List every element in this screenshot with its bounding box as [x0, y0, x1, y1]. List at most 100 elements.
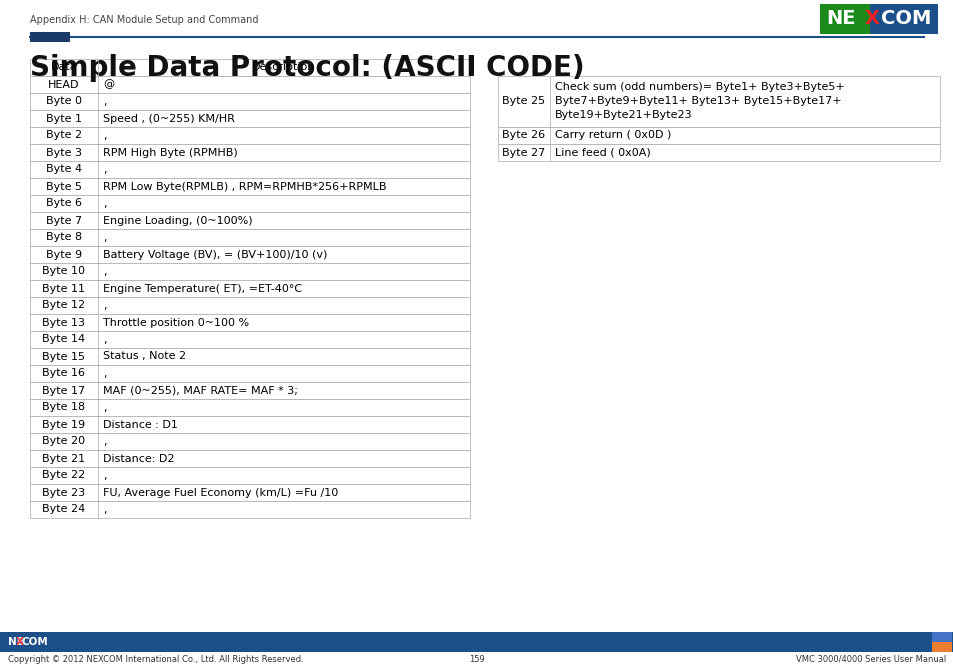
Text: MAF (0~255), MAF RATE= MAF * 3;: MAF (0~255), MAF RATE= MAF * 3; — [103, 386, 297, 396]
Text: Copyright © 2012 NEXCOM International Co., Ltd. All Rights Reserved.: Copyright © 2012 NEXCOM International Co… — [8, 655, 303, 663]
Text: X: X — [16, 637, 24, 647]
Text: RPM Low Byte(RPMLB) , RPM=RPMHB*256+RPMLB: RPM Low Byte(RPMLB) , RPM=RPMHB*256+RPML… — [103, 181, 386, 192]
Text: Byte 4: Byte 4 — [46, 165, 82, 175]
Text: HEAD: HEAD — [49, 79, 80, 89]
Text: ,: , — [103, 403, 107, 413]
Bar — [30, 93, 470, 110]
Text: COM: COM — [880, 9, 930, 28]
Bar — [30, 59, 470, 76]
Text: VMC 3000/4000 Series User Manual: VMC 3000/4000 Series User Manual — [795, 655, 945, 663]
Bar — [30, 263, 470, 280]
Text: Description: Description — [252, 62, 315, 73]
Bar — [30, 331, 470, 348]
Text: Byte 18: Byte 18 — [42, 403, 86, 413]
Text: Byte 10: Byte 10 — [43, 267, 86, 276]
Bar — [30, 501, 470, 518]
Text: Engine Temperature( ET), =ET-40°C: Engine Temperature( ET), =ET-40°C — [103, 284, 302, 294]
Bar — [30, 195, 470, 212]
Text: Distance : D1: Distance : D1 — [103, 419, 177, 429]
Text: Byte 26: Byte 26 — [502, 130, 545, 140]
Text: 159: 159 — [469, 655, 484, 663]
Text: Byte 2: Byte 2 — [46, 130, 82, 140]
Text: Battery Voltage (BV), = (BV+100)/10 (v): Battery Voltage (BV), = (BV+100)/10 (v) — [103, 249, 327, 259]
Text: Byte 6: Byte 6 — [46, 198, 82, 208]
Text: FU, Average Fuel Economy (km/L) =Fu /10: FU, Average Fuel Economy (km/L) =Fu /10 — [103, 487, 338, 497]
Text: Byte 19: Byte 19 — [42, 419, 86, 429]
Bar — [931, 632, 941, 642]
Bar — [30, 348, 470, 365]
Text: ,: , — [103, 505, 107, 515]
Text: ,: , — [103, 130, 107, 140]
Text: Byte 8: Byte 8 — [46, 233, 82, 243]
Text: Distance: D2: Distance: D2 — [103, 454, 174, 464]
Text: Carry return ( 0x0D ): Carry return ( 0x0D ) — [555, 130, 671, 140]
Text: ,: , — [103, 233, 107, 243]
Text: RPM High Byte (RPMHB): RPM High Byte (RPMHB) — [103, 147, 237, 157]
Bar — [30, 32, 70, 42]
Text: Byte 7: Byte 7 — [46, 216, 82, 226]
Text: ,: , — [103, 470, 107, 480]
Bar — [30, 365, 470, 382]
Bar — [30, 161, 470, 178]
Text: Byte 16: Byte 16 — [43, 368, 86, 378]
Text: Line feed ( 0x0A): Line feed ( 0x0A) — [555, 147, 650, 157]
Text: Byte 13: Byte 13 — [43, 317, 86, 327]
Text: Status , Note 2: Status , Note 2 — [103, 351, 186, 362]
Bar — [30, 467, 470, 484]
Bar — [30, 212, 470, 229]
Bar — [941, 642, 951, 652]
Bar — [497, 144, 939, 161]
Bar — [931, 642, 941, 652]
Bar — [30, 229, 470, 246]
Text: COM: COM — [22, 637, 49, 647]
Bar — [497, 127, 939, 144]
Bar — [497, 76, 939, 127]
Text: Check sum (odd numbers)= Byte1+ Byte3+Byte5+
Byte7+Byte9+Byte11+ Byte13+ Byte15+: Check sum (odd numbers)= Byte1+ Byte3+By… — [555, 83, 843, 120]
Bar — [30, 450, 470, 467]
Bar — [30, 246, 470, 263]
Bar — [30, 127, 470, 144]
Text: Byte 0: Byte 0 — [46, 97, 82, 106]
Bar — [941, 632, 951, 642]
Text: ,: , — [103, 267, 107, 276]
Text: Byte 14: Byte 14 — [42, 335, 86, 345]
Text: ,: , — [103, 97, 107, 106]
Text: Byte 11: Byte 11 — [43, 284, 86, 294]
Bar — [820, 4, 868, 34]
Text: Byte 27: Byte 27 — [502, 147, 545, 157]
Bar — [30, 416, 470, 433]
Text: Byte 23: Byte 23 — [42, 487, 86, 497]
Bar — [30, 297, 470, 314]
Bar — [30, 144, 470, 161]
Bar — [30, 433, 470, 450]
Bar — [868, 4, 937, 34]
Text: ,: , — [103, 300, 107, 310]
Text: Byte 21: Byte 21 — [42, 454, 86, 464]
Text: Byte 12: Byte 12 — [42, 300, 86, 310]
Bar — [30, 382, 470, 399]
Text: ,: , — [103, 335, 107, 345]
Text: Engine Loading, (0~100%): Engine Loading, (0~100%) — [103, 216, 253, 226]
Text: Byte 3: Byte 3 — [46, 147, 82, 157]
Text: @: @ — [103, 79, 114, 89]
Text: ,: , — [103, 368, 107, 378]
Text: ,: , — [103, 165, 107, 175]
Text: Byte 20: Byte 20 — [42, 437, 86, 446]
Text: Byte 25: Byte 25 — [502, 97, 545, 106]
Text: Byte 15: Byte 15 — [43, 351, 86, 362]
Bar — [30, 484, 470, 501]
Text: Speed , (0~255) KM/HR: Speed , (0~255) KM/HR — [103, 114, 234, 124]
Bar — [30, 280, 470, 297]
Text: Byte 5: Byte 5 — [46, 181, 82, 192]
Text: Throttle position 0~100 %: Throttle position 0~100 % — [103, 317, 249, 327]
Bar — [0, 632, 953, 652]
Bar — [30, 314, 470, 331]
Text: X: X — [863, 9, 879, 28]
Bar — [30, 399, 470, 416]
Text: ,: , — [103, 437, 107, 446]
Text: ,: , — [103, 198, 107, 208]
Text: Byte 17: Byte 17 — [42, 386, 86, 396]
Text: NE: NE — [825, 9, 855, 28]
Bar — [30, 76, 470, 93]
Text: Byte 22: Byte 22 — [42, 470, 86, 480]
